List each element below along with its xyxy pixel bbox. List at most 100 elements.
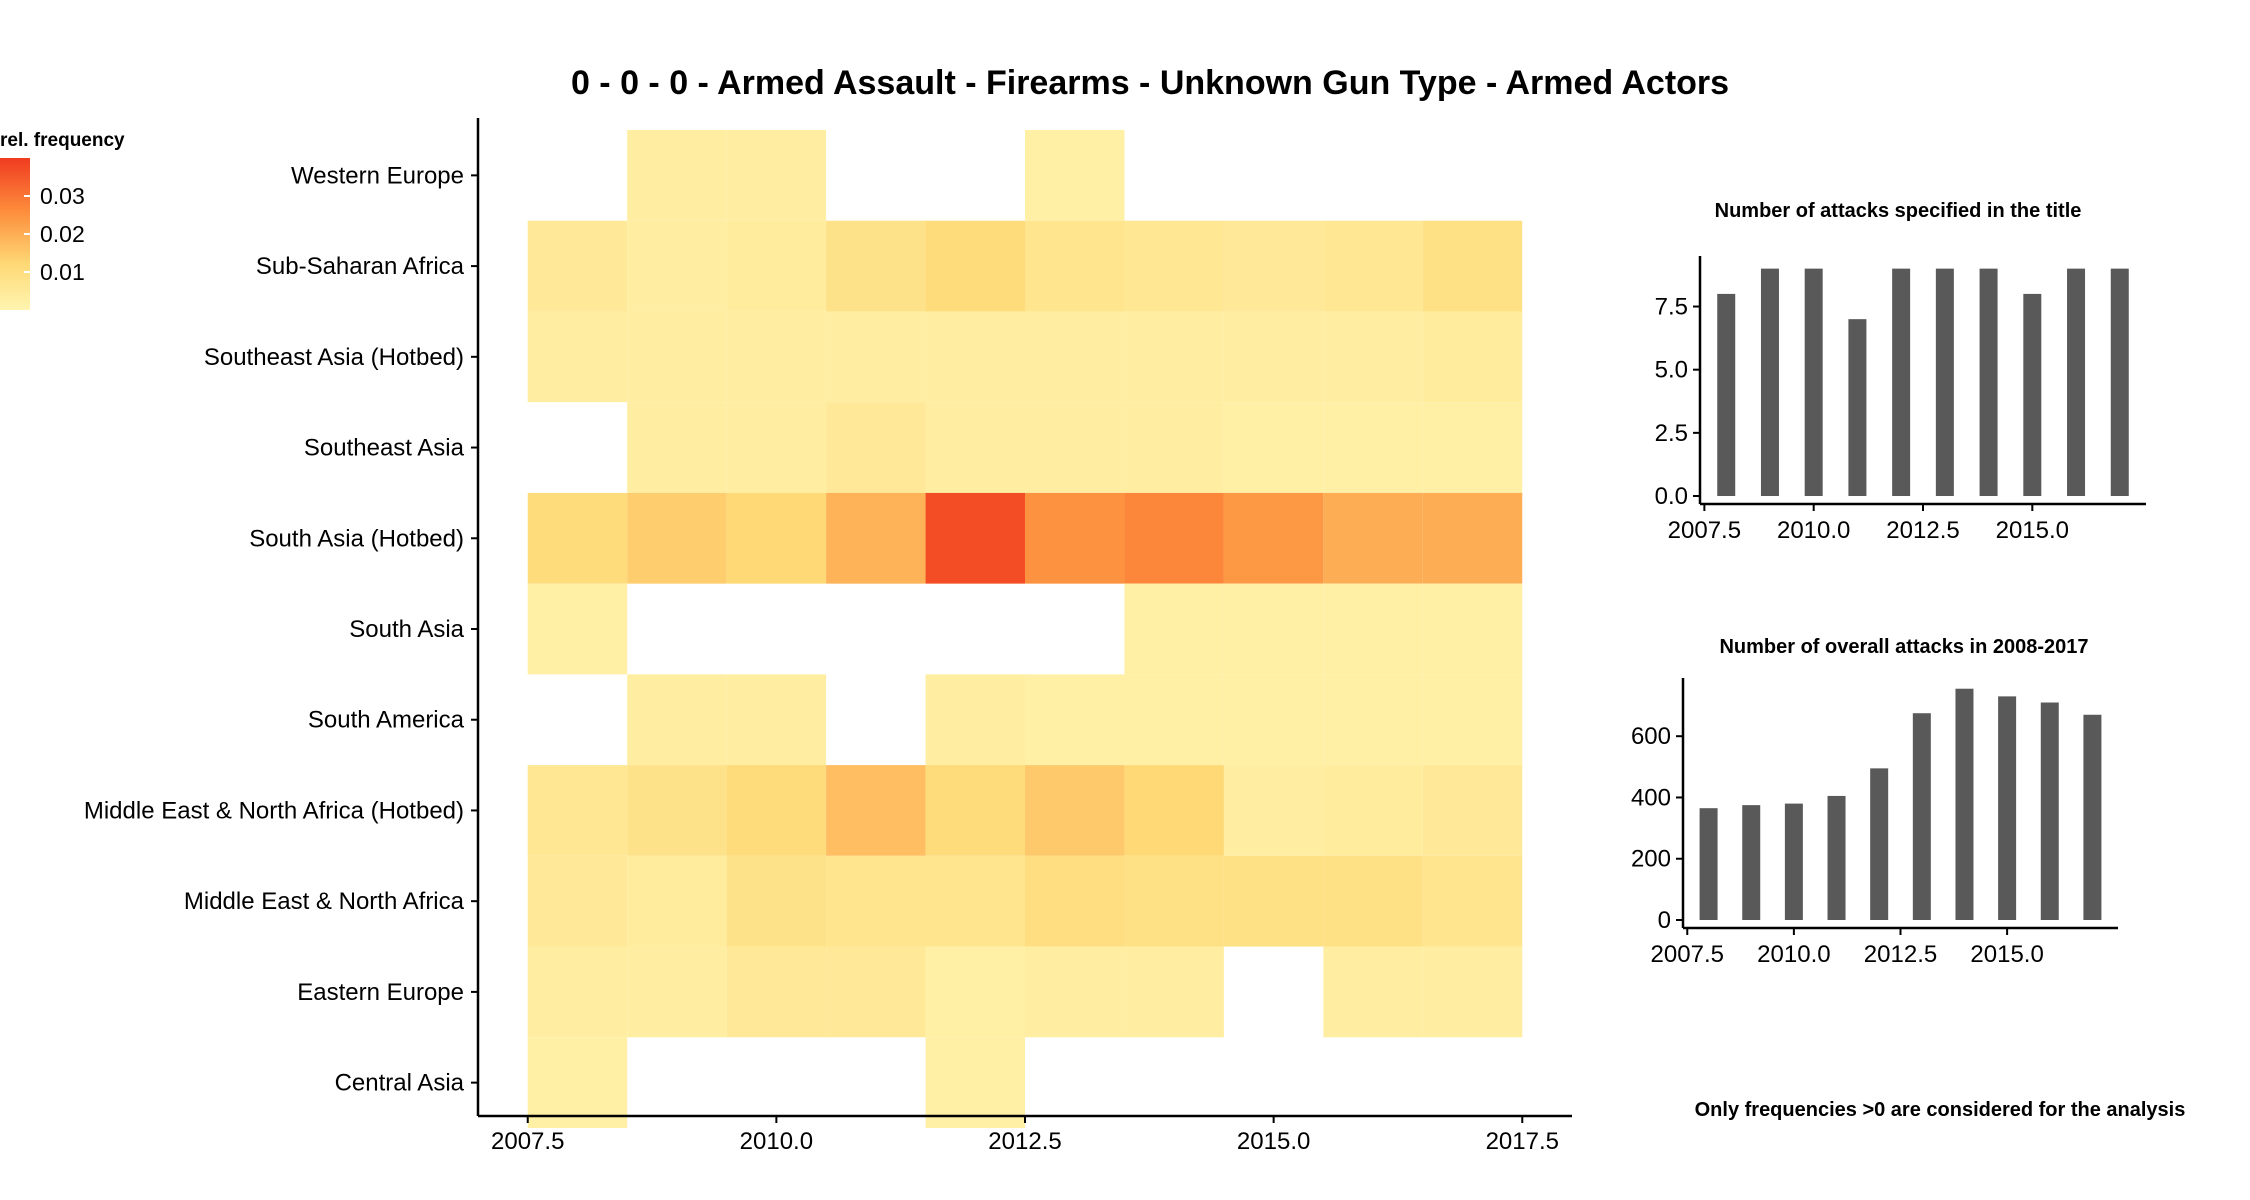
heatmap-cell [925, 492, 1025, 584]
heatmap-cell [1323, 765, 1423, 856]
heatmap-cell [1223, 765, 1324, 856]
heatmap-cell [1124, 220, 1224, 312]
legend-tick-label: 0.02 [40, 221, 85, 247]
heatmap-cell [826, 765, 926, 856]
heatmap-cell [1422, 220, 1523, 312]
heatmap-row-label: Middle East & North Africa [184, 888, 465, 915]
heatmap-cell [1223, 402, 1324, 493]
heatmap-cell [1422, 583, 1523, 675]
heatmap-cell [527, 311, 628, 403]
heatmap-cell [527, 220, 628, 312]
bar-y-tick-label: 5.0 [1655, 357, 1688, 384]
bar [1935, 268, 1954, 496]
heatmap-cell [527, 492, 628, 584]
bar-x-tick-label: 2010.0 [1757, 941, 1830, 968]
heatmap-x-tick-label: 2010.0 [740, 1128, 813, 1155]
bar-chart-2-title: Number of overall attacks in 2008-2017 [1719, 636, 2088, 658]
bar [1998, 696, 2017, 920]
heatmap-cell [627, 492, 727, 584]
heatmap-cell [1422, 855, 1523, 947]
bar [1742, 805, 1761, 920]
heatmap-row-label: South Asia (Hotbed) [249, 525, 464, 552]
heatmap-cell [1323, 946, 1423, 1038]
heatmap-cell [1223, 311, 1324, 403]
heatmap-cell [1025, 311, 1125, 403]
heatmap-cell [1025, 220, 1125, 312]
heatmap-title: 0 - 0 - 0 - Armed Assault - Firearms - U… [571, 64, 1729, 102]
heatmap-cell [1124, 674, 1224, 766]
bar [1955, 688, 1974, 920]
heatmap-row-label: Sub-Saharan Africa [256, 253, 465, 280]
heatmap-cell [1025, 492, 1125, 584]
heatmap-cell [726, 311, 827, 403]
heatmap-cell [726, 402, 827, 493]
legend-tick-label: 0.01 [40, 259, 85, 285]
bar-y-tick-label: 0.0 [1655, 483, 1688, 510]
bar [2110, 268, 2129, 496]
heatmap-cell [925, 402, 1025, 493]
heatmap-cell [925, 674, 1025, 766]
heatmap-x-tick-label: 2017.5 [1486, 1128, 1559, 1155]
heatmap-cell [1223, 855, 1324, 947]
heatmap-cell [1422, 946, 1523, 1038]
footnote: Only frequencies >0 are considered for t… [1695, 1099, 2186, 1121]
heatmap-cell [527, 946, 628, 1038]
heatmap-cell [925, 1037, 1025, 1128]
heatmap-row-label: South Asia [349, 616, 464, 643]
heatmap-cell [925, 220, 1025, 312]
color-legend: rel. frequency 0.01 0.02 0.03 [0, 130, 125, 310]
bar [1912, 713, 1931, 920]
heatmap-cell [925, 855, 1025, 947]
bar [1870, 768, 1889, 920]
bar-x-tick-label: 2007.5 [1668, 517, 1741, 544]
heatmap-cell [925, 946, 1025, 1038]
heatmap-cell [527, 855, 628, 947]
heatmap-row-label: Southeast Asia (Hotbed) [204, 344, 464, 371]
heatmap-cell [627, 130, 727, 221]
bar-y-tick-label: 7.5 [1655, 294, 1688, 321]
heatmap-cell [1025, 765, 1125, 856]
heatmap-cell [1422, 765, 1523, 856]
heatmap-cell [826, 220, 926, 312]
heatmap-cell [1124, 492, 1224, 584]
bar [1717, 293, 1736, 496]
heatmap-row-label: Central Asia [335, 1070, 465, 1097]
heatmap-cell [1323, 220, 1423, 312]
legend-tick-label: 0.03 [40, 183, 85, 209]
heatmap-cell [1422, 492, 1523, 584]
bar-y-tick-label: 600 [1631, 723, 1671, 750]
bar [1979, 268, 1998, 496]
heatmap-cell [1223, 583, 1324, 675]
heatmap-cell [1323, 402, 1423, 493]
heatmap-cell [1422, 674, 1523, 766]
heatmap-row-label: Southeast Asia [304, 435, 465, 462]
heatmap-cell [826, 311, 926, 403]
heatmap-row-label: Western Europe [291, 162, 464, 189]
heatmap-cell [1323, 492, 1423, 584]
heatmap-cell [726, 946, 827, 1038]
bar [1760, 268, 1779, 496]
heatmap-cell [1422, 311, 1523, 403]
bar [1699, 808, 1718, 920]
bar [2040, 702, 2059, 920]
heatmap-row-label: Middle East & North Africa (Hotbed) [84, 797, 464, 824]
bar [1892, 268, 1911, 496]
heatmap-cell [1323, 674, 1423, 766]
heatmap-cell [925, 765, 1025, 856]
bar-y-tick-label: 2.5 [1655, 420, 1688, 447]
heatmap-x-tick-label: 2012.5 [988, 1128, 1061, 1155]
bar [2067, 268, 2086, 496]
heatmap-row-label: Eastern Europe [297, 979, 464, 1006]
heatmap-cell [1025, 402, 1125, 493]
heatmap-cell [1422, 402, 1523, 493]
legend-title: rel. frequency [0, 130, 125, 151]
bar [1848, 319, 1867, 496]
heatmap-cell [627, 220, 727, 312]
heatmap-cell [826, 402, 926, 493]
heatmap-cell [1323, 311, 1423, 403]
heatmap-cell [726, 765, 827, 856]
heatmap-cell [527, 1037, 628, 1128]
bar-x-tick-label: 2010.0 [1777, 517, 1850, 544]
heatmap-cell [627, 311, 727, 403]
